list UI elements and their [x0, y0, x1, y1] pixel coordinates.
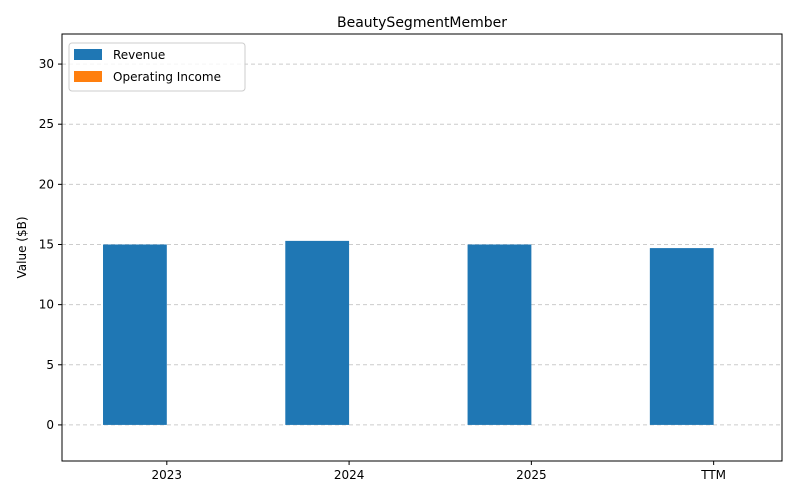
- legend-label-revenue: Revenue: [113, 48, 165, 62]
- legend-swatch-operating-income: [74, 71, 102, 82]
- legend-swatch-revenue: [74, 49, 102, 60]
- bar-revenue-2025: [467, 244, 532, 425]
- y-tick-label: 0: [46, 418, 54, 432]
- y-tick-label: 15: [39, 237, 54, 251]
- y-axis-ticks: 0 5 10 15 20 25 30: [39, 57, 62, 432]
- legend: Revenue Operating Income: [68, 42, 246, 92]
- bar-revenue-ttm: [649, 248, 714, 425]
- y-axis-label: Value ($B): [15, 217, 29, 279]
- x-tick-label: 2025: [516, 468, 547, 482]
- x-tick-label: 2023: [152, 468, 183, 482]
- y-tick-label: 25: [39, 117, 54, 131]
- legend-label-operating-income: Operating Income: [113, 70, 221, 84]
- plot-frame: [61, 33, 783, 462]
- legend-box: [68, 42, 246, 92]
- bar-revenue-2024: [285, 240, 350, 425]
- y-tick-label: 5: [46, 358, 54, 372]
- x-axis-ticks: 2023 2024 2025 TTM: [152, 461, 726, 482]
- y-tick-label: 10: [39, 298, 54, 312]
- bars-layer: [103, 240, 714, 425]
- x-tick-label: TTM: [700, 468, 726, 482]
- bar-revenue-2023: [103, 244, 167, 425]
- y-tick-label: 30: [39, 57, 54, 71]
- y-tick-label: 20: [39, 177, 54, 191]
- chart-title: BeautySegmentMember: [337, 15, 507, 31]
- x-tick-label: 2024: [334, 468, 365, 482]
